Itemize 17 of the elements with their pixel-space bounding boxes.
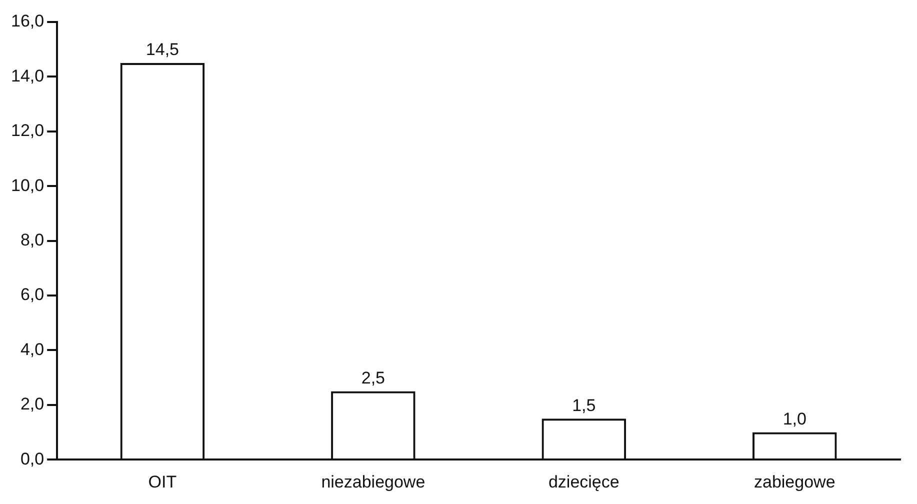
x-tick-label: dziecięce	[548, 472, 620, 492]
y-tick-label: 0,0	[20, 449, 44, 468]
x-tick-label: zabiegowe	[754, 472, 836, 492]
data-label: 1,5	[572, 396, 596, 415]
data-label: 2,5	[361, 368, 385, 388]
y-tick-label: 8,0	[20, 230, 44, 250]
data-label: 1,0	[782, 409, 806, 428]
y-tick-label: 2,0	[20, 394, 44, 414]
y-tick-label: 10,0	[10, 176, 44, 195]
y-tick-label: 6,0	[20, 285, 44, 304]
y-tick-label: 16,0	[10, 12, 44, 31]
x-tick-label: niezabiegowe	[321, 472, 426, 492]
y-tick-label: 14,0	[10, 66, 44, 86]
y-tick-label: 12,0	[10, 121, 44, 140]
x-tick-label: OIT	[148, 472, 177, 492]
data-label: 14,5	[146, 40, 179, 60]
y-tick-label: 4,0	[20, 340, 44, 359]
